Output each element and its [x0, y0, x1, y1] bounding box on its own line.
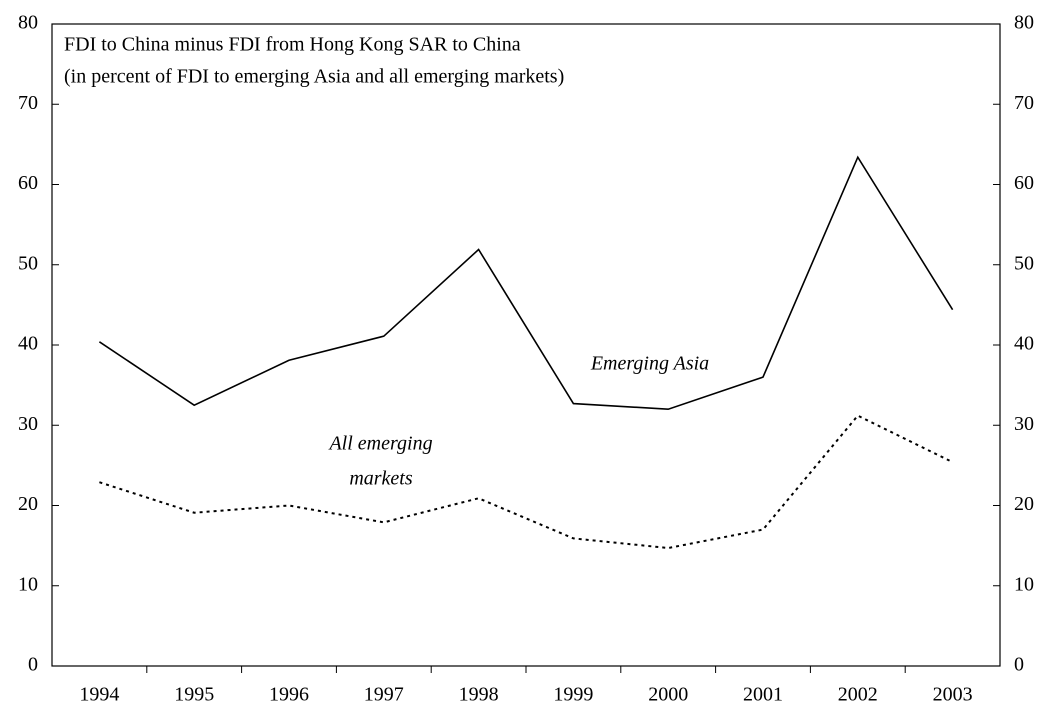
- y2-tick-label: 30: [1014, 413, 1034, 435]
- x-tick-label: 1995: [174, 684, 214, 706]
- y2-tick-label: 80: [1014, 12, 1034, 34]
- y-tick-label: 40: [18, 333, 38, 355]
- x-tick-label: 2002: [838, 684, 878, 706]
- y2-tick-label: 70: [1014, 92, 1034, 114]
- x-tick-label: 2000: [648, 684, 688, 706]
- y2-tick-label: 40: [1014, 333, 1034, 355]
- y-tick-label: 0: [28, 654, 38, 676]
- x-tick-label: 1998: [459, 684, 499, 706]
- y-tick-label: 70: [18, 92, 38, 114]
- y2-tick-label: 50: [1014, 252, 1034, 274]
- x-tick-label: 2001: [743, 684, 783, 706]
- series-line: [99, 414, 954, 550]
- chart-title: FDI to China minus FDI from Hong Kong SA…: [64, 34, 521, 56]
- y-tick-label: 60: [18, 172, 38, 194]
- y-tick-label: 10: [18, 573, 38, 595]
- series-annotation: Emerging Asia: [590, 353, 709, 375]
- y-tick-label: 20: [18, 493, 38, 515]
- x-tick-label: 1999: [553, 684, 593, 706]
- series-annotation: markets: [349, 468, 413, 490]
- series-annotation: All emerging: [327, 433, 432, 455]
- series-line: [98, 155, 954, 411]
- y-tick-label: 50: [18, 252, 38, 274]
- plot-frame: [51, 23, 1001, 667]
- y-tick-label: 30: [18, 413, 38, 435]
- x-tick-label: 2003: [933, 684, 973, 706]
- y2-tick-label: 60: [1014, 172, 1034, 194]
- y2-tick-label: 20: [1014, 493, 1034, 515]
- y2-tick-label: 10: [1014, 573, 1034, 595]
- x-tick-label: 1994: [79, 684, 119, 706]
- x-tick-label: 1996: [269, 684, 309, 706]
- x-tick-label: 1997: [364, 684, 404, 706]
- chart-subtitle: (in percent of FDI to emerging Asia and …: [64, 66, 564, 88]
- y2-tick-label: 0: [1014, 654, 1024, 676]
- y-tick-label: 80: [18, 12, 38, 34]
